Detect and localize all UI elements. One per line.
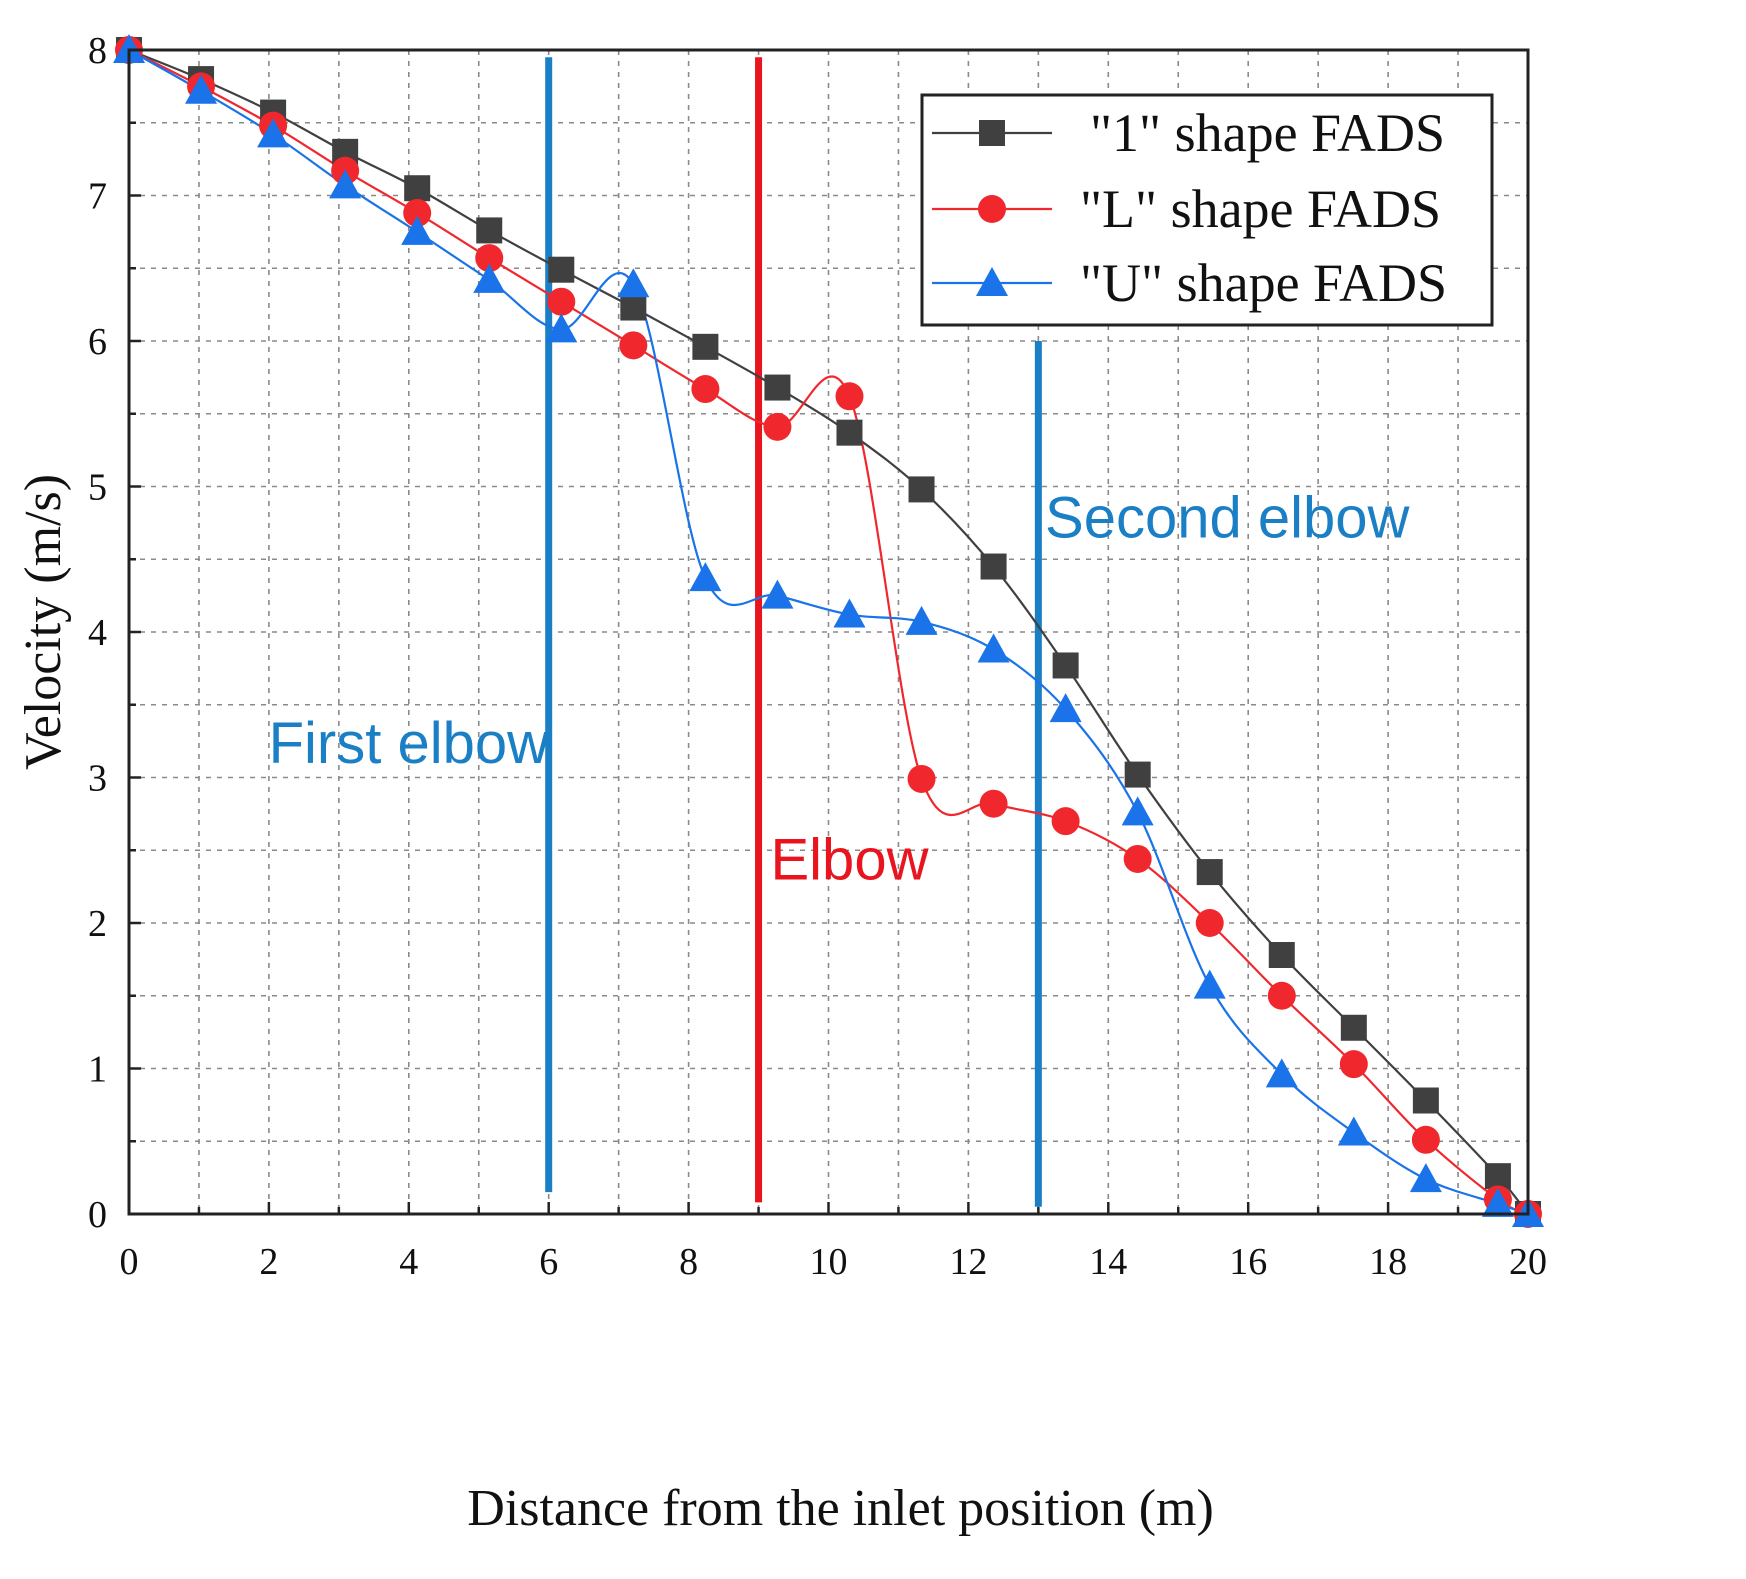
x-tick-label: 14 [1089, 1241, 1127, 1283]
legend-entry-l-shape: "L" shape FADS [932, 179, 1441, 239]
data-point-l-shape [547, 287, 576, 316]
data-point-u-shape [905, 605, 938, 635]
data-point-u-shape [329, 169, 362, 199]
y-tick-label: 8 [88, 30, 107, 72]
data-point-u-shape [1409, 1163, 1442, 1193]
y-axis-title: Velocity (m/s) [15, 474, 72, 770]
legend-entry-1-shape: "1" shape FADS [932, 103, 1445, 163]
legend-label: "U" shape FADS [1080, 253, 1447, 313]
x-tick-label: 2 [259, 1241, 278, 1283]
y-tick-label: 1 [88, 1049, 107, 1091]
data-point-1-shape [1052, 652, 1079, 679]
data-point-u-shape [617, 268, 650, 298]
data-point-l-shape [475, 244, 504, 273]
data-point-1-shape [764, 374, 791, 401]
x-tick-label: 4 [399, 1241, 418, 1283]
data-point-1-shape [1268, 942, 1295, 969]
data-point-l-shape [835, 382, 864, 411]
data-point-1-shape [1124, 761, 1151, 788]
data-point-l-shape [907, 764, 936, 793]
data-point-u-shape [257, 118, 290, 148]
data-point-1-shape [548, 256, 575, 283]
grid [129, 50, 1528, 1214]
series-line-1-shape [128, 48, 1529, 1215]
y-tick-label: 5 [88, 467, 107, 509]
data-point-l-shape [979, 789, 1008, 818]
data-point-l-shape [403, 198, 432, 227]
data-point-1-shape [404, 175, 431, 202]
data-point-1-shape [836, 419, 863, 446]
data-point-l-shape [1051, 807, 1080, 836]
x-tick-label: 20 [1509, 1241, 1547, 1283]
annotation-elbow: Elbow [770, 827, 929, 892]
data-point-u-shape [185, 74, 218, 104]
legend-entry-u-shape: "U" shape FADS [932, 253, 1447, 313]
data-point-u-shape [833, 598, 866, 628]
x-tick-label: 0 [120, 1241, 139, 1283]
data-point-u-shape [1121, 796, 1154, 826]
legend-swatch-marker [976, 267, 1008, 296]
data-point-u-shape [761, 579, 794, 609]
y-tick-label: 3 [88, 758, 107, 800]
data-point-u-shape [1049, 693, 1082, 723]
annotation-second-elbow: Second elbow [1045, 485, 1410, 550]
data-point-l-shape [763, 412, 792, 441]
legend-label: "L" shape FADS [1080, 179, 1441, 239]
data-point-u-shape [473, 263, 506, 293]
data-point-l-shape [1411, 1125, 1440, 1154]
series-markers [113, 34, 1544, 1228]
data-point-l-shape [619, 331, 648, 360]
data-point-1-shape [1196, 859, 1223, 886]
data-point-1-shape [692, 333, 719, 360]
y-tick-label: 2 [88, 903, 107, 945]
data-point-1-shape [620, 294, 647, 321]
data-point-1-shape [980, 553, 1007, 580]
x-tick-label: 12 [949, 1241, 987, 1283]
data-point-1-shape [1340, 1014, 1367, 1041]
x-tick-label: 16 [1229, 1241, 1267, 1283]
x-tick-label: 6 [539, 1241, 558, 1283]
x-tick-label: 8 [679, 1241, 698, 1283]
data-point-u-shape [1337, 1116, 1370, 1146]
y-tick-label: 6 [88, 321, 107, 363]
legend-swatch-marker [978, 195, 1006, 223]
data-point-u-shape [1193, 969, 1226, 999]
data-point-u-shape [401, 215, 434, 245]
elbow-guides [545, 57, 1042, 1207]
data-point-l-shape [1267, 981, 1296, 1010]
y-tick-label: 0 [88, 1194, 107, 1236]
data-point-u-shape [1265, 1058, 1298, 1088]
data-point-u-shape [1481, 1187, 1514, 1217]
x-axis-title: Distance from the inlet position (m) [467, 1480, 1214, 1537]
legend-label: "1" shape FADS [1090, 103, 1445, 163]
data-point-l-shape [1195, 909, 1224, 937]
y-tick-label: 7 [88, 176, 107, 218]
legend-swatch-marker [979, 120, 1005, 146]
data-point-1-shape [476, 217, 503, 244]
legend: "1" shape FADS "L" shape FADS "U" shape … [920, 93, 1494, 327]
x-tick-label: 10 [810, 1241, 848, 1283]
data-point-l-shape [691, 375, 720, 404]
data-point-l-shape [1123, 844, 1152, 873]
annotation-first-elbow: First elbow [269, 711, 551, 776]
data-point-1-shape [908, 476, 935, 503]
y-tick-label: 4 [88, 612, 107, 654]
data-point-u-shape [545, 313, 578, 343]
data-point-1-shape [1484, 1163, 1511, 1190]
data-point-u-shape [689, 562, 722, 592]
data-point-l-shape [1339, 1050, 1368, 1079]
data-point-u-shape [977, 633, 1010, 663]
data-point-1-shape [1412, 1087, 1439, 1114]
x-tick-label: 18 [1369, 1241, 1407, 1283]
